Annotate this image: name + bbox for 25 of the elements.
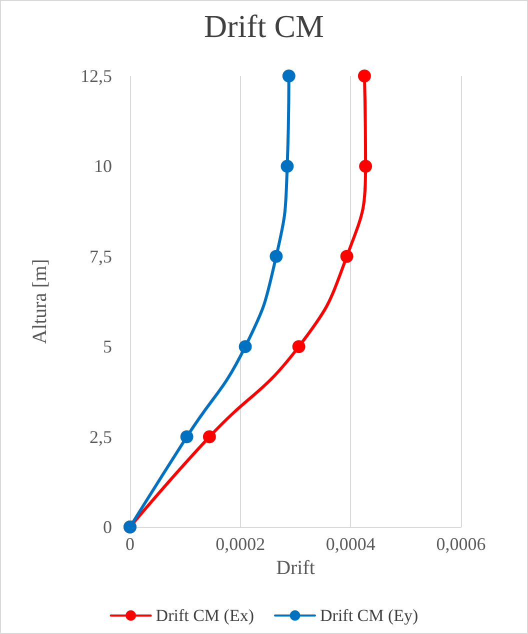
point: [202, 430, 216, 444]
point: [358, 70, 371, 82]
x-tick-label: 0,0004: [326, 534, 376, 554]
y-tick-label: 5: [103, 336, 112, 357]
point: [359, 160, 372, 173]
y-tick-label: 12,5: [80, 66, 112, 86]
point: [340, 250, 354, 263]
point: [280, 160, 294, 173]
legend-label: Drift CM (Ex): [156, 606, 254, 625]
y-axis-title: Altura [m]: [29, 259, 51, 344]
point: [292, 340, 306, 354]
y-tick-label: 7,5: [90, 246, 112, 266]
legend-label: Drift CM (Ey): [320, 606, 418, 625]
chart-title: Drift CM: [204, 8, 324, 44]
point: [282, 70, 296, 82]
y-tick-label: 10: [94, 156, 112, 176]
x-tick-label: 0,0006: [436, 534, 486, 554]
y-tick-label: 2,5: [90, 426, 112, 447]
x-tick-label: 0: [126, 534, 134, 554]
y-tick-label: 0: [103, 517, 112, 537]
point: [238, 340, 252, 354]
point: [270, 250, 283, 263]
x-axis-title: Drift: [276, 556, 316, 579]
point: [180, 430, 194, 444]
x-tick-label: 0,0002: [216, 534, 266, 554]
